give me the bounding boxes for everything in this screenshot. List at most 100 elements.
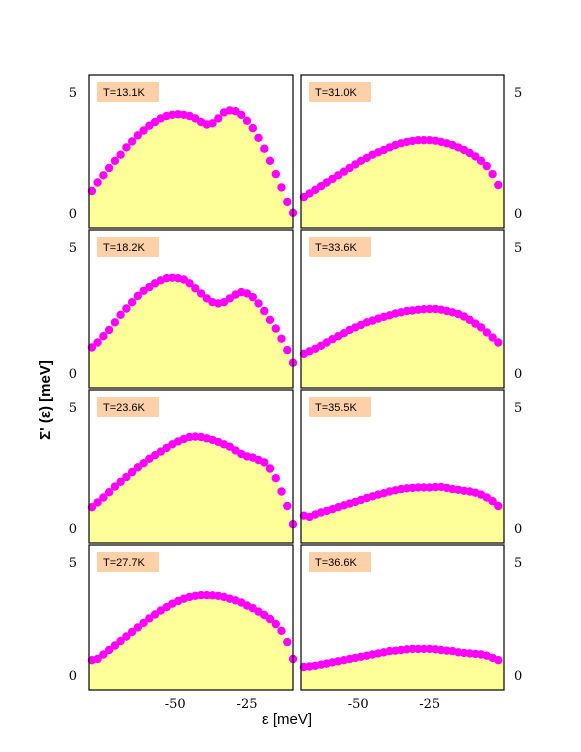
data-point — [133, 463, 142, 472]
area-fill — [89, 110, 293, 228]
data-point — [122, 472, 131, 482]
data-point — [260, 306, 269, 316]
data-point — [196, 289, 206, 298]
temperature-label-bg — [309, 552, 371, 572]
data-point — [271, 619, 280, 629]
temperature-label: T=13.1K — [103, 87, 146, 99]
y-tick-label: 5 — [69, 401, 77, 416]
data-point — [283, 345, 292, 355]
data-point — [127, 467, 137, 477]
panel-frame — [300, 74, 505, 229]
data-point — [116, 636, 125, 646]
data-point — [242, 116, 252, 126]
data-point — [482, 161, 491, 171]
x-axis-label: ε [meV] — [262, 711, 312, 728]
data-point — [277, 487, 286, 496]
data-point — [271, 169, 280, 179]
data-point — [93, 338, 102, 347]
data-point — [116, 310, 125, 319]
temperature-label-bg — [309, 82, 371, 102]
area-fill — [89, 436, 293, 543]
panel-6: T=35.5K 0 5 — [299, 389, 522, 544]
data-point — [99, 650, 108, 659]
data-point — [104, 645, 114, 655]
temperature-label: T=36.6K — [315, 557, 358, 569]
data-point — [127, 137, 137, 146]
temperature-label: T=27.7K — [103, 557, 146, 569]
data-point — [260, 458, 269, 467]
panel-frame — [300, 229, 505, 389]
area-fill — [89, 277, 293, 388]
data-point — [254, 299, 263, 308]
panel-frame — [88, 74, 294, 229]
y-tick-label: 0 — [514, 367, 522, 382]
data-point — [476, 323, 486, 332]
panel-frame — [88, 544, 294, 691]
data-point — [99, 332, 108, 341]
data-point — [93, 178, 102, 187]
x-tick-label: -50 — [348, 697, 369, 712]
data-point — [214, 114, 223, 123]
data-point — [110, 482, 120, 491]
panel-1: T=13.1K 0 5 — [69, 74, 298, 229]
data-point — [122, 143, 131, 152]
data-point — [265, 156, 275, 165]
data-point — [265, 315, 275, 324]
x-tick-label: -50 — [165, 697, 186, 712]
data-point — [254, 133, 263, 142]
panel-5: T=23.6K 0 5 — [69, 389, 298, 544]
panel-frame — [300, 544, 505, 691]
y-tick-label: 0 — [514, 522, 522, 537]
data-point — [494, 501, 503, 511]
data-point — [494, 656, 503, 665]
data-point — [277, 183, 286, 192]
temperature-label-bg — [309, 237, 371, 257]
temperature-label: T=18.2K — [103, 242, 146, 254]
data-point — [419, 483, 429, 492]
data-point — [110, 318, 120, 327]
data-point — [488, 497, 497, 506]
data-point — [271, 474, 280, 483]
x-tick-label: -25 — [237, 697, 258, 712]
data-point — [99, 171, 108, 180]
y-tick-label: 0 — [69, 669, 77, 684]
temperature-label: T=31.0K — [315, 87, 358, 99]
data-point — [248, 123, 257, 133]
area-fill — [301, 486, 504, 543]
data-point — [488, 333, 497, 342]
data-point — [283, 637, 292, 647]
data-point — [488, 169, 497, 179]
data-point — [208, 119, 217, 128]
temperature-label-bg — [97, 82, 159, 102]
y-tick-label: 5 — [69, 556, 77, 571]
area-fill — [301, 140, 504, 228]
temperature-label-bg — [97, 397, 159, 417]
panel-2: T=31.0K 0 5 — [299, 74, 522, 229]
data-point — [127, 298, 137, 307]
y-tick-label: 5 — [514, 401, 522, 416]
x-tick-label: -25 — [419, 697, 440, 712]
data-point — [277, 334, 286, 343]
y-tick-label: 5 — [514, 86, 522, 101]
panel-3: T=18.2K 0 5 — [69, 229, 298, 389]
data-point — [482, 328, 491, 337]
area-fill — [301, 309, 504, 388]
y-tick-label: 0 — [69, 207, 77, 222]
data-point — [133, 623, 142, 632]
data-point — [127, 627, 137, 637]
data-point — [122, 632, 131, 641]
data-point — [260, 144, 269, 153]
area-fill — [89, 595, 293, 690]
data-point — [494, 338, 503, 347]
data-point — [104, 325, 114, 335]
data-point — [93, 654, 102, 664]
panel-frame — [88, 229, 294, 389]
data-point — [110, 156, 120, 165]
data-point — [133, 131, 142, 140]
data-point — [277, 626, 286, 635]
data-point — [283, 501, 292, 511]
y-tick-label: 0 — [514, 207, 522, 222]
data-point — [139, 618, 148, 628]
y-tick-label: 0 — [69, 367, 77, 382]
